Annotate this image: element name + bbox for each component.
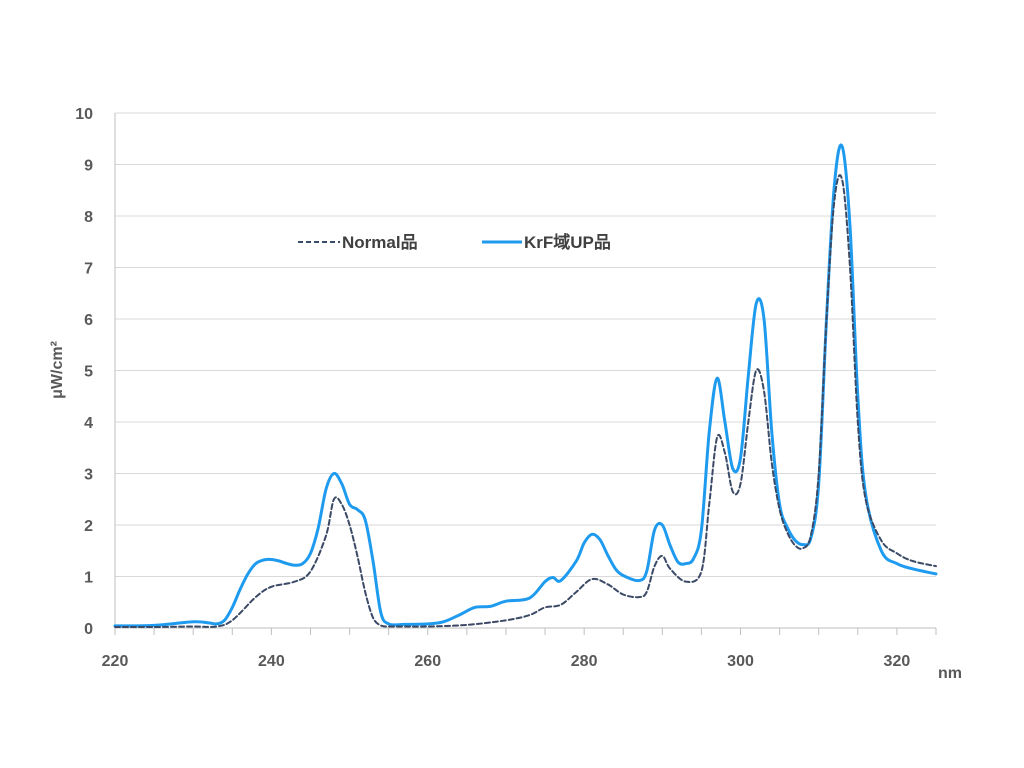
x-tick-label: 220 bbox=[102, 653, 129, 670]
y-axis-label: μW/cm² bbox=[49, 341, 66, 399]
y-tick-label: 6 bbox=[84, 312, 93, 329]
series-line-krf bbox=[113, 143, 938, 628]
y-tick-label: 0 bbox=[84, 621, 93, 638]
y-tick-label: 1 bbox=[84, 570, 93, 587]
legend-label-normal: Normal品 bbox=[342, 233, 418, 252]
x-tick-label: 260 bbox=[414, 653, 441, 670]
series-layer bbox=[113, 143, 938, 629]
legend: Normal品 KrF域UP品 bbox=[298, 232, 611, 252]
y-tick-label: 3 bbox=[84, 467, 93, 484]
x-tick-label: 240 bbox=[258, 653, 285, 670]
y-tick-label: 5 bbox=[84, 364, 93, 381]
y-tick-label: 10 bbox=[75, 106, 93, 123]
x-tick-label: 320 bbox=[884, 653, 911, 670]
x-tick-label: 280 bbox=[571, 653, 598, 670]
x-axis-label: nm bbox=[938, 665, 962, 682]
y-tick-label: 4 bbox=[84, 415, 93, 432]
axes bbox=[114, 113, 937, 635]
y-tick-label: 8 bbox=[84, 209, 93, 226]
y-tick-label: 9 bbox=[84, 158, 93, 175]
grid-lines bbox=[115, 112, 936, 577]
x-tick-labels: 220 240 260 280 300 320 bbox=[102, 653, 911, 670]
legend-label-krf: KrF域UP品 bbox=[524, 232, 611, 252]
y-tick-labels: 0 1 2 3 4 5 6 7 8 9 10 bbox=[75, 106, 93, 638]
series-line-normal bbox=[114, 174, 937, 629]
y-tick-label: 7 bbox=[84, 261, 93, 278]
y-tick-label: 2 bbox=[84, 518, 93, 535]
x-tick-label: 300 bbox=[727, 653, 754, 670]
